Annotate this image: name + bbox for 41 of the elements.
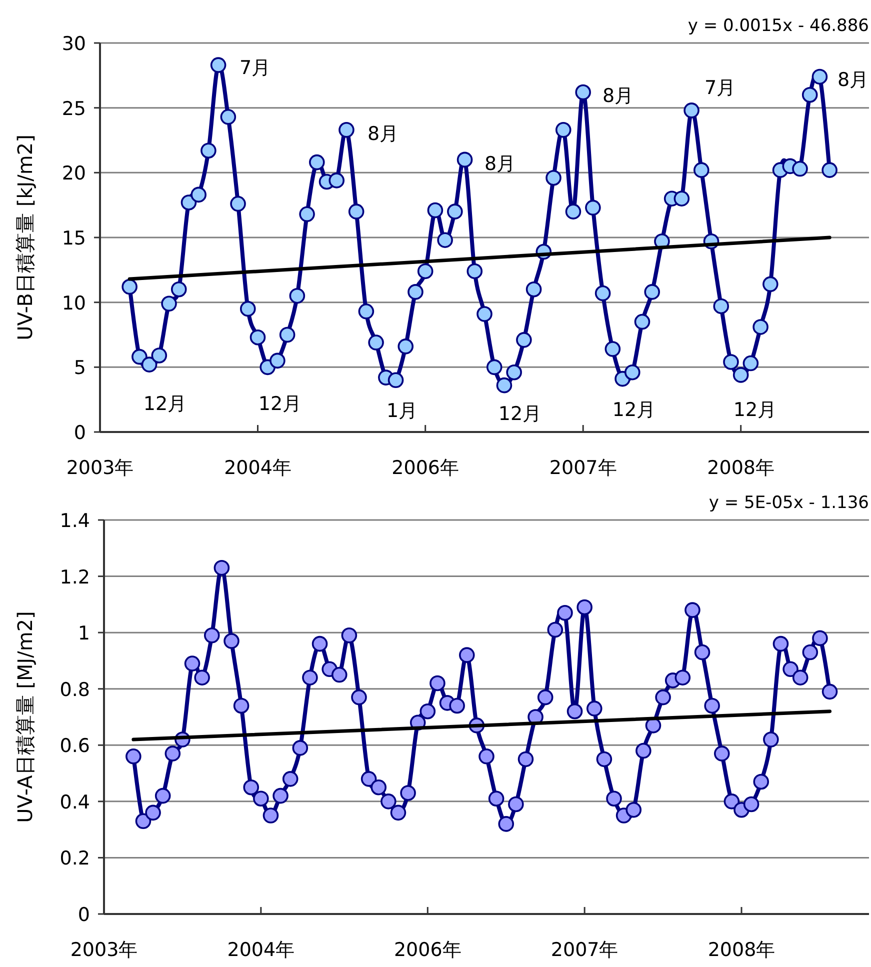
annotation: 8月	[602, 85, 634, 107]
annotation: 12月	[143, 393, 187, 415]
y-tick-label: 0	[74, 422, 86, 444]
annotation: 7月	[704, 77, 736, 99]
y-tick-label: 5	[74, 357, 86, 380]
x-tick-label: 2008年	[707, 457, 775, 479]
y-tick-label: 1.4	[60, 510, 90, 532]
x-tick-label: 2006年	[394, 939, 462, 961]
y-tick-label: 0.4	[60, 791, 90, 814]
annotation: 12月	[258, 393, 302, 415]
x-tick-label: 2003年	[66, 457, 134, 479]
y-axis-title: UV-B日積算量 [kJ/m2]	[13, 134, 37, 340]
x-tick-label: 2003年	[70, 939, 138, 961]
y-tick-label: 10	[62, 292, 86, 314]
y-tick-label: 0.2	[60, 848, 90, 870]
text: y = 0.0015x - 46.886	[688, 16, 869, 36]
x-tick-label: 2007年	[549, 457, 617, 479]
annotation: 12月	[498, 403, 542, 425]
annotation: 12月	[733, 399, 777, 421]
y-tick-label: 20	[62, 162, 86, 185]
y-tick-label: 30	[62, 33, 86, 55]
annotation: 12月	[612, 399, 656, 421]
annotation: 8月	[837, 69, 869, 91]
x-tick-label: 2007年	[550, 939, 618, 961]
y-axis-title: UV-A日積算量 [MJ/m2]	[13, 611, 37, 823]
annotation: 7月	[239, 57, 271, 79]
y-tick-label: 0.8	[60, 678, 90, 701]
y-tick-label: 0	[78, 904, 90, 926]
y-tick-label: 1	[78, 622, 90, 645]
text: y = 5E-05x - 1.136	[708, 493, 869, 513]
y-tick-label: 15	[62, 228, 86, 250]
x-tick-label: 2004年	[224, 457, 292, 479]
x-tick-label: 2008年	[708, 939, 776, 961]
annotation: 8月	[484, 153, 516, 175]
y-tick-label: 25	[62, 98, 86, 120]
annotation: 8月	[367, 123, 399, 145]
annotation: 1月	[386, 400, 418, 422]
y-tick-label: 0.6	[60, 735, 90, 758]
y-tick-label: 1.2	[60, 566, 90, 588]
x-tick-label: 2006年	[392, 457, 460, 479]
x-tick-label: 2004年	[227, 939, 295, 961]
